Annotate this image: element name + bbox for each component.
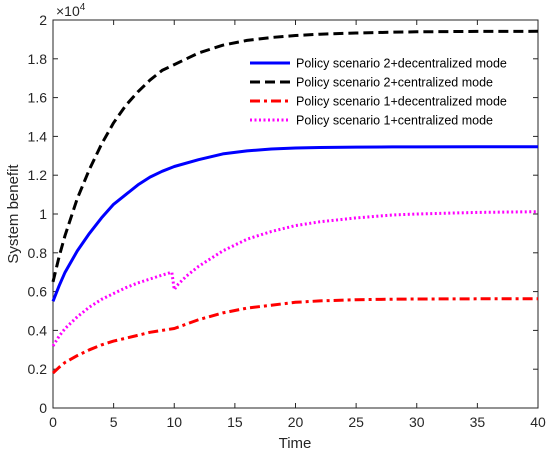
x-tick-label: 25 (348, 414, 364, 430)
y-tick-label: 1 (39, 206, 47, 222)
y-multiplier-exponent: 4 (80, 2, 86, 13)
legend-label-2: Policy scenario 2+centralized mode (296, 76, 493, 90)
x-tick-label: 5 (110, 414, 118, 430)
y-tick-label: 1.2 (28, 167, 48, 183)
legend: Policy scenario 2+decentralized mode Poli… (250, 57, 507, 128)
y-axis-label: System benefit (5, 164, 22, 264)
plot-area (52, 19, 539, 409)
x-tick-label: 40 (530, 414, 546, 430)
legend-label-1: Policy scenario 2+decentralized mode (296, 57, 507, 71)
y-tick-label: 1.6 (28, 90, 48, 106)
series-layer (51, 29, 539, 375)
legend-label-3: Policy scenario 1+decentralized mode (296, 95, 507, 109)
y-tick-label: 0.4 (28, 322, 48, 338)
y-tick-label: 1.8 (28, 51, 48, 67)
series-line-1 (51, 145, 538, 302)
y-tick-label: 1.4 (28, 128, 48, 144)
series-line-2 (51, 29, 539, 283)
y-multiplier: ×104 (56, 2, 86, 19)
x-tick-label: 15 (227, 414, 243, 430)
y-tick-label: 0 (39, 400, 47, 416)
y-axis-ticks: 0 0.2 0.4 0.6 0.8 1 1.2 1.4 1.6 1.8 2 (28, 12, 538, 416)
x-axis-ticks: 0 5 10 15 20 25 30 35 40 (49, 20, 546, 430)
series-line-3 (51, 297, 538, 375)
x-tick-label: 0 (49, 414, 57, 430)
y-tick-label: 2 (39, 12, 47, 28)
x-tick-label: 30 (409, 414, 425, 430)
x-tick-label: 20 (288, 414, 304, 430)
series-line-4 (51, 210, 539, 347)
x-tick-label: 10 (166, 414, 182, 430)
y-tick-label: 0.6 (28, 284, 48, 300)
y-tick-label: 0.2 (28, 361, 48, 377)
legend-label-4: Policy scenario 1+centralized mode (296, 114, 493, 128)
y-tick-label: 0.8 (28, 245, 48, 261)
x-axis-label: Time (279, 435, 312, 452)
x-tick-label: 35 (470, 414, 486, 430)
y-multiplier-base: ×10 (56, 3, 80, 19)
